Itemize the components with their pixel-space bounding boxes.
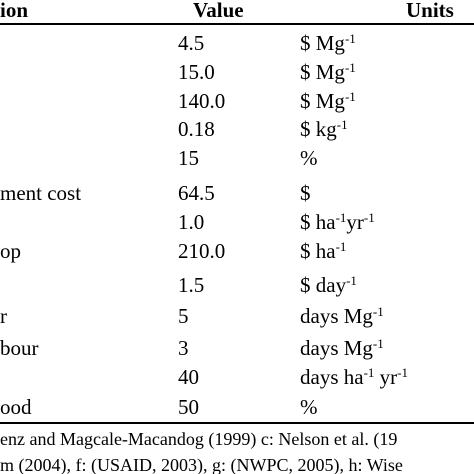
description-cell: bour xyxy=(0,336,39,360)
unit-exponent: -1 xyxy=(335,210,347,225)
units-cell: $ ha-1 xyxy=(300,239,346,263)
unit-exponent: -1 xyxy=(397,365,409,380)
description-cell: ood xyxy=(0,395,32,419)
unit-text: % xyxy=(300,146,318,170)
unit-exponent: -1 xyxy=(336,117,348,132)
unit-exponent: -1 xyxy=(344,60,356,75)
unit-text: days Mg xyxy=(300,336,373,360)
unit-exponent: -1 xyxy=(372,304,384,319)
units-cell: $ kg-1 xyxy=(300,117,348,141)
value-cell: 140.0 xyxy=(178,89,226,113)
units-cell: % xyxy=(300,146,318,170)
units-cell: $ ha-1yr-1 xyxy=(300,210,375,234)
unit-text: days Mg xyxy=(300,304,373,328)
value-cell: 0.18 xyxy=(178,117,215,141)
header-units: Units xyxy=(406,0,454,22)
unit-text: $ ha xyxy=(300,210,336,234)
top-rule xyxy=(0,23,474,25)
unit-text: % xyxy=(300,395,318,419)
unit-exponent: -1 xyxy=(363,365,375,380)
unit-text: $ day xyxy=(300,273,347,297)
unit-exponent: -1 xyxy=(346,273,357,288)
value-cell: 4.5 xyxy=(178,31,205,55)
unit-exponent: -1 xyxy=(344,31,356,46)
footnote: m (2004), f: (USAID, 2003), g: (NWPC, 20… xyxy=(0,455,403,474)
units-cell: $ Mg-1 xyxy=(300,31,356,55)
unit-text: $ kg xyxy=(300,117,337,141)
description-cell: op xyxy=(0,239,21,263)
value-cell: 15.0 xyxy=(178,60,215,84)
value-cell: 1.5 xyxy=(178,273,205,297)
value-cell: 3 xyxy=(178,336,189,360)
unit-text: $ Mg xyxy=(300,89,345,113)
units-cell: $ Mg-1 xyxy=(300,89,356,113)
unit-text: yr xyxy=(374,365,398,389)
units-cell: $ Mg-1 xyxy=(300,60,356,84)
header-description: ion xyxy=(0,0,29,22)
unit-exponent: -1 xyxy=(344,89,356,104)
unit-text: days ha xyxy=(300,365,364,389)
unit-text: $ Mg xyxy=(300,60,345,84)
bottom-rule xyxy=(0,422,474,424)
value-cell: 210.0 xyxy=(178,239,226,263)
value-cell: 1.0 xyxy=(178,210,205,234)
unit-exponent: -1 xyxy=(372,336,384,351)
units-cell: days Mg-1 xyxy=(300,336,384,360)
units-cell: $ day-1 xyxy=(300,273,357,297)
units-cell: days Mg-1 xyxy=(300,304,384,328)
unit-text: $ ha xyxy=(300,239,336,263)
value-cell: 40 xyxy=(178,365,199,389)
value-cell: 5 xyxy=(178,304,189,328)
unit-text: $ Mg xyxy=(300,31,345,55)
unit-exponent: -1 xyxy=(335,239,347,254)
unit-exponent: -1 xyxy=(363,210,375,225)
unit-text: $ xyxy=(300,181,311,205)
value-cell: 50 xyxy=(178,395,199,419)
value-cell: 64.5 xyxy=(178,181,215,205)
units-cell: % xyxy=(300,395,318,419)
value-cell: 15 xyxy=(178,146,199,170)
description-cell: ment cost xyxy=(0,181,82,205)
unit-text: yr xyxy=(346,210,364,234)
units-cell: $ xyxy=(300,181,311,205)
units-cell: days ha-1 yr-1 xyxy=(300,365,408,389)
footnote: enz and Magcale-Macandog (1999) c: Nelso… xyxy=(0,429,398,449)
header-value: Value xyxy=(193,0,244,22)
description-cell: r xyxy=(0,304,7,328)
